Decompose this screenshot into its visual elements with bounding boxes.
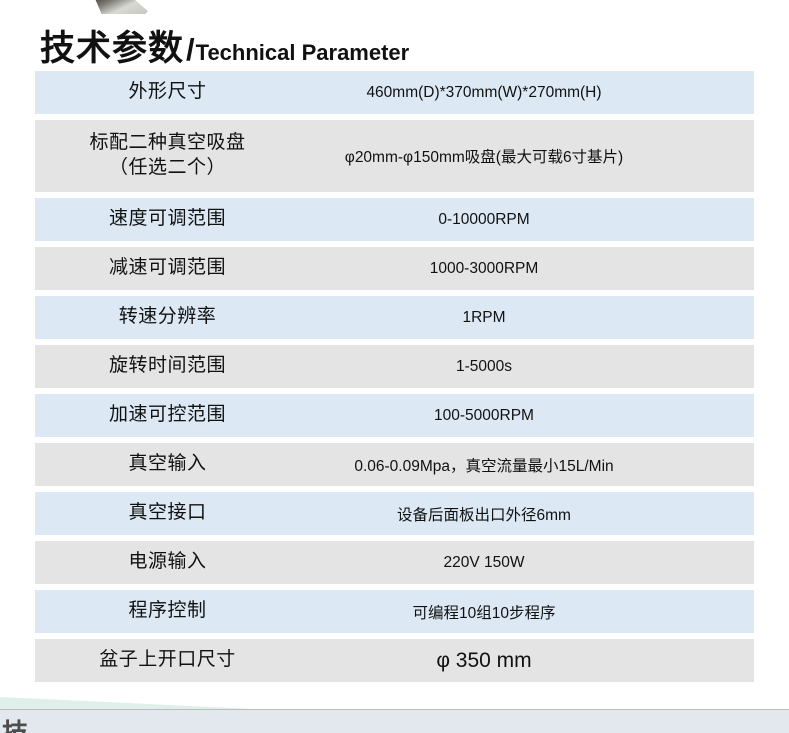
row-value: 可编程10组10步程序 [412,604,556,622]
table-row: 旋转时间范围 1-5000s [35,345,754,388]
row-label: 减速可调范围 [108,257,226,279]
next-section-band: 技 [0,709,789,733]
row-value: 1000-3000RPM [429,259,539,277]
title-slash: / [186,32,195,67]
row-value: 0-10000RPM [438,210,530,228]
page-title: 技术参数 / Technical Parameter [40,20,409,71]
table-row: 转速分辨率 1RPM [35,296,754,339]
technical-parameter-table: 外形尺寸 460mm(D)*370mm(W)*270mm(H) 标配二种真空吸盘 （… [35,71,754,688]
row-value: 设备后面板出口外径6mm [397,506,571,524]
row-label: 加速可控范围 [108,404,226,426]
row-value: 220V 150W [443,553,525,571]
row-label: 外形尺寸 [128,81,207,103]
table-row: 真空接口 设备后面板出口外径6mm [35,492,754,535]
table-row: 程序控制 可编程10组10步程序 [35,590,754,633]
row-label: 真空接口 [128,502,207,524]
title-english: Technical Parameter [195,40,410,65]
table-row: 速度可调范围 0-10000RPM [35,198,754,241]
row-value: 100-5000RPM [434,406,534,424]
title-chinese: 技术参数 [40,29,185,68]
row-label: 转速分辨率 [118,306,217,328]
row-value: 1-5000s [455,357,512,375]
table-row: 电源输入 220V 150W [35,541,754,584]
row-value: φ 350 mm [436,648,532,672]
row-label: 电源输入 [128,551,207,573]
table-row: 真空输入 0.06-0.09Mpa，真空流量最小15L/Min [35,443,754,486]
row-label: 标配二种真空吸盘 （任选二个） [89,132,246,178]
clipped-next-section-text: 技 [2,718,29,733]
row-label: 速度可调范围 [108,208,226,230]
table-row: 盆子上开口尺寸 φ 350 mm [35,639,754,682]
table-row: 减速可调范围 1000-3000RPM [35,247,754,290]
table-row: 加速可控范围 100-5000RPM [35,394,754,437]
row-label: 旋转时间范围 [108,355,226,377]
table-row: 外形尺寸 460mm(D)*370mm(W)*270mm(H) [35,71,754,114]
photo-corner-decoration [95,0,148,14]
table-row: 标配二种真空吸盘 （任选二个） φ20mm-φ150mm吸盘(最大可载6寸基片) [35,120,754,192]
row-label: 程序控制 [128,600,207,622]
row-value: 0.06-0.09Mpa，真空流量最小15L/Min [354,457,614,475]
row-value: 1RPM [462,308,506,326]
row-label: 盆子上开口尺寸 [99,649,236,671]
row-value: 460mm(D)*370mm(W)*270mm(H) [366,83,602,101]
row-value: φ20mm-φ150mm吸盘(最大可载6寸基片) [344,149,624,166]
row-label: 真空输入 [128,453,207,475]
